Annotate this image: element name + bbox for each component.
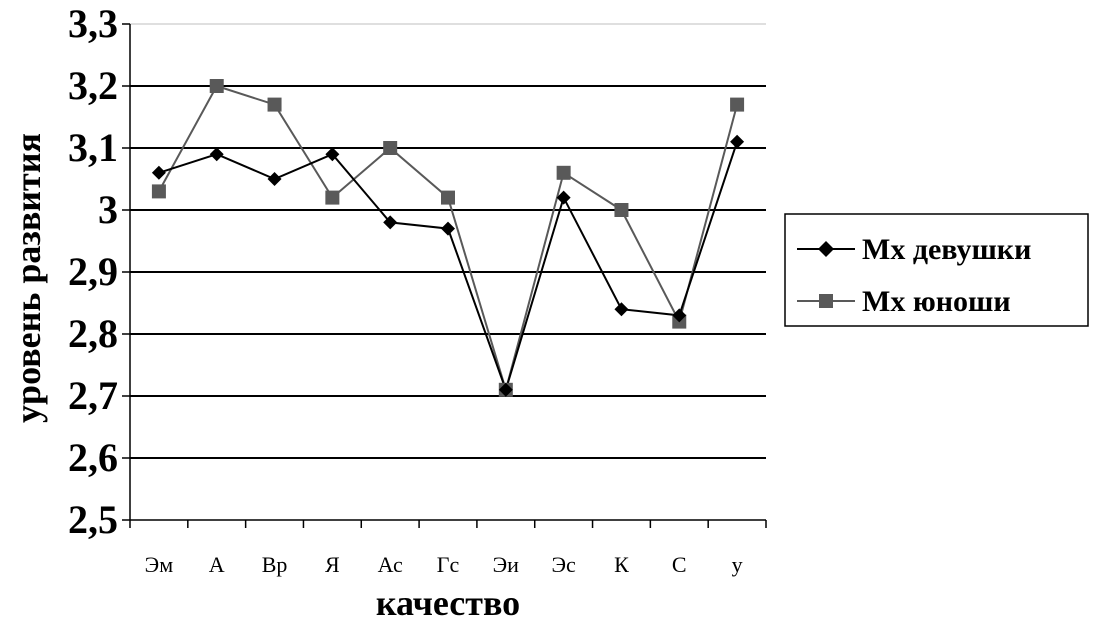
data-point-girls [730,135,744,149]
series-lines [159,86,737,390]
legend-marker-boys [819,294,833,308]
x-tick-label: А [209,552,225,577]
data-point-boys [730,98,744,112]
data-point-boys [268,98,282,112]
x-tick-label: Эм [145,552,174,577]
x-tick-label: Эс [551,552,576,577]
data-point-girls [210,147,224,161]
data-point-boys [383,141,397,155]
y-tick-label: 3,1 [68,125,118,170]
data-point-boys [557,166,571,180]
data-point-girls [441,222,455,236]
x-tick-label: Эи [493,552,520,577]
y-tick-label: 2,7 [68,373,118,418]
x-tick-label: Гс [437,552,460,577]
data-point-boys [152,184,166,198]
x-tick-label: Я [325,552,340,577]
data-point-boys [441,191,455,205]
legend-label-girls: Mx девушки [862,233,1031,266]
x-tick-label: К [614,552,629,577]
y-axis-title: уровень развития [8,133,48,423]
data-point-boys [614,203,628,217]
x-tick-label: Ас [378,552,403,577]
x-tick-label: у [732,552,743,577]
y-tick-labels: 2,5 2,6 2,7 2,8 2,9 3 3,1 3,2 3,3 [68,1,118,542]
series-line-boys [159,86,737,390]
axes [122,24,766,528]
data-point-boys [325,191,339,205]
legend-label-boys: Mx юноши [862,285,1011,318]
y-tick-label: 3,2 [68,63,118,108]
data-point-boys [210,79,224,93]
y-tick-label: 3 [98,187,118,232]
legend: Mx девушки Mx юноши [785,214,1088,326]
data-point-girls [152,166,166,180]
y-tick-label: 2,6 [68,435,118,480]
y-tick-label: 2,8 [68,311,118,356]
y-tick-label: 3,3 [68,1,118,46]
x-tick-label: Вр [262,552,288,577]
series-markers [152,79,744,397]
y-tick-label: 2,5 [68,497,118,542]
data-point-girls [268,172,282,186]
data-point-girls [614,302,628,316]
y-tick-label: 2,9 [68,249,118,294]
x-axis-title: качество [376,583,520,623]
x-tick-label: С [672,552,687,577]
